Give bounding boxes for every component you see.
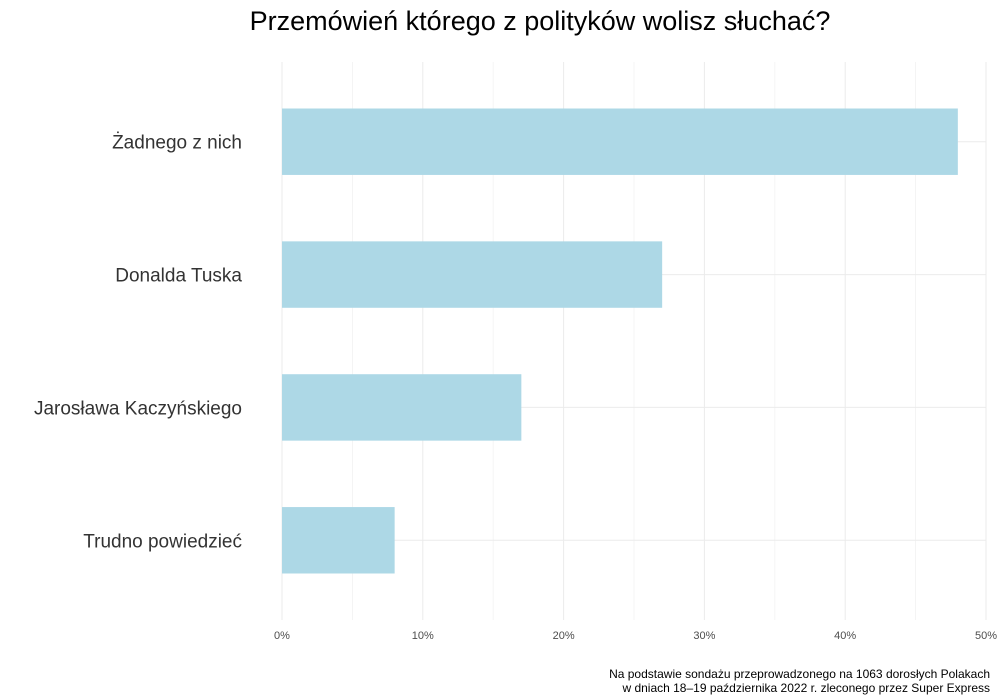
x-tick-label: 50% <box>975 630 997 642</box>
bar <box>282 374 522 441</box>
bar <box>282 241 663 308</box>
bar <box>282 507 395 574</box>
x-tick-label: 10% <box>412 630 434 642</box>
category-labels: Żadnego z nich Donalda Tuska Jarosława Kac… <box>34 133 242 553</box>
category-label: Żadnego z nich <box>112 133 242 154</box>
bars <box>282 108 958 574</box>
category-label: Trudno powiedzieć <box>83 531 242 552</box>
caption-line-2: w dniach 18–19 października 2022 r. zlec… <box>621 681 990 695</box>
category-label: Jarosława Kaczyńskiego <box>34 398 242 419</box>
x-tick-labels: 0% 10% 20% 30% 40% 50% <box>274 630 997 642</box>
caption-line-1: Na podstawie sondażu przeprowadzonego na… <box>609 667 990 681</box>
x-tick-label: 20% <box>553 630 575 642</box>
category-label: Donalda Tuska <box>115 266 242 287</box>
chart-title: Przemówień którego z polityków wolisz sł… <box>250 6 831 36</box>
x-tick-label: 30% <box>693 630 715 642</box>
bar <box>282 108 958 175</box>
x-tick-label: 40% <box>834 630 856 642</box>
x-tick-label: 0% <box>274 630 290 642</box>
